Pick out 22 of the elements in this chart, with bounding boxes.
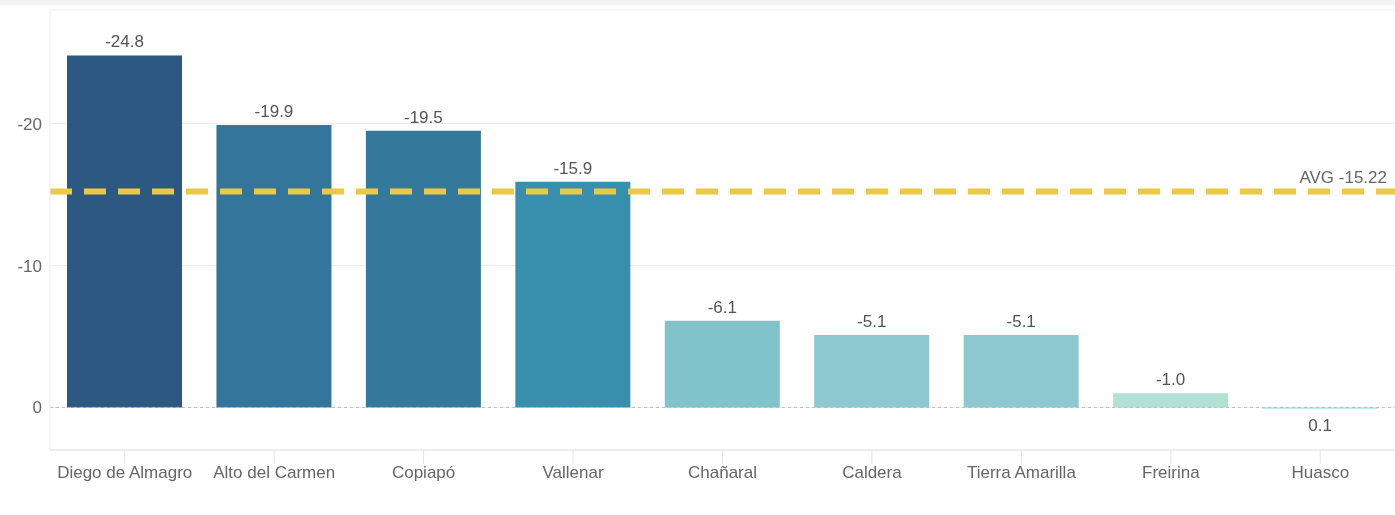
data-label: 0.1	[1308, 415, 1332, 435]
y-tick-label: 0	[32, 398, 42, 418]
data-label: -19.5	[404, 107, 443, 127]
x-tick-label: Freirina	[1142, 463, 1201, 483]
data-label: -19.9	[254, 101, 294, 121]
x-tick-label: Vallenar	[542, 463, 604, 483]
x-tick-label: Diego de Almagro	[57, 463, 193, 483]
ref-line-label: AVG -15.22	[1299, 168, 1387, 188]
y-tick-label: -10	[17, 256, 42, 276]
x-tick-label: Chañaral	[688, 463, 757, 483]
data-label: -15.9	[553, 158, 593, 178]
x-tick-label: Copiapó	[391, 463, 456, 483]
data-label: -5.1	[857, 312, 887, 332]
data-label: -5.1	[1006, 312, 1036, 332]
data-label: -24.8	[105, 32, 144, 52]
x-tick-label: Caldera	[842, 463, 903, 483]
y-tick-label: -20	[17, 114, 42, 134]
data-label: -1.0	[1155, 370, 1186, 390]
x-tick-label: Tierra Amarilla	[966, 463, 1077, 483]
data-label: -6.1	[707, 297, 737, 317]
x-tick-label: Huasco	[1291, 463, 1350, 483]
x-tick-label: Alto del Carmen	[213, 463, 336, 483]
